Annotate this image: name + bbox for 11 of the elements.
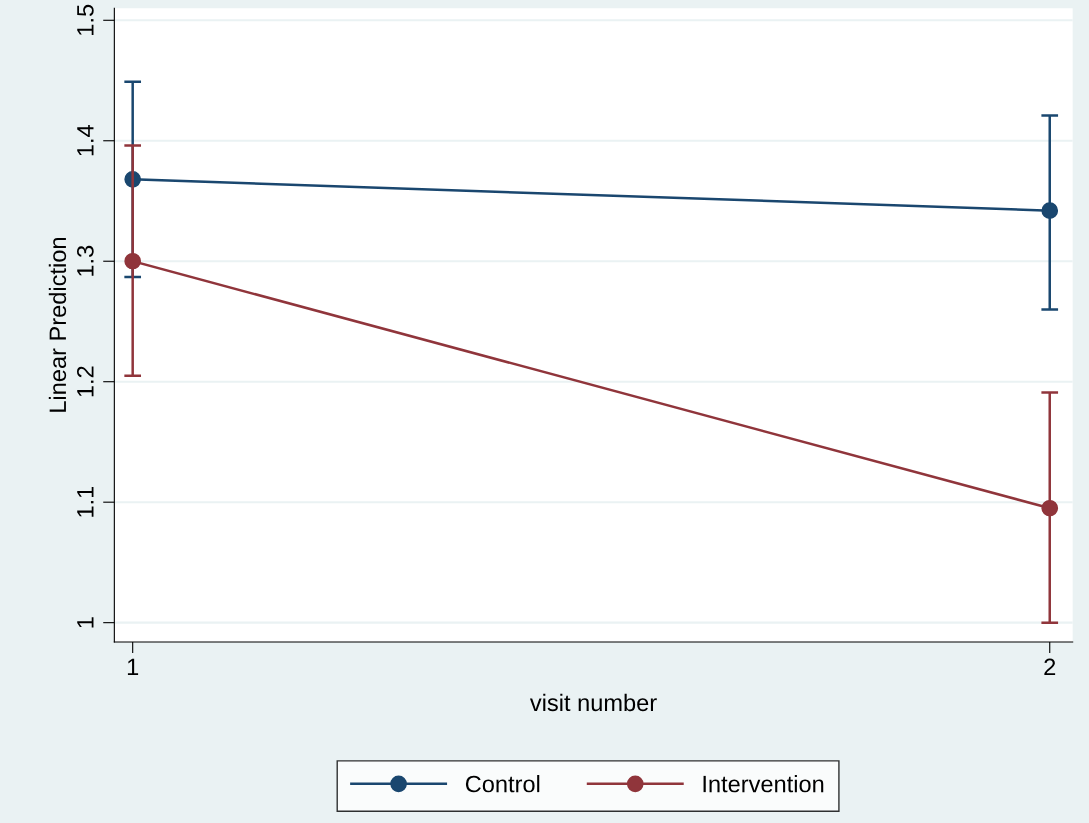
y-tick-label: 1.2 [76, 366, 94, 397]
x-tick-label: 2 [1044, 658, 1056, 676]
y-tick-label: 1.4 [77, 125, 94, 156]
y-tick-label: 1.3 [76, 245, 94, 276]
y-axis-title: Linear Prediction [48, 238, 67, 412]
x-axis-title: visit number [529, 693, 657, 712]
y-tick-label: 1 [77, 617, 94, 628]
legend-label: Control [465, 775, 540, 793]
y-tick-label: 1.1 [77, 486, 94, 517]
y-tick-label: 1.5 [77, 4, 94, 35]
legend-label: Intervention [703, 775, 824, 793]
